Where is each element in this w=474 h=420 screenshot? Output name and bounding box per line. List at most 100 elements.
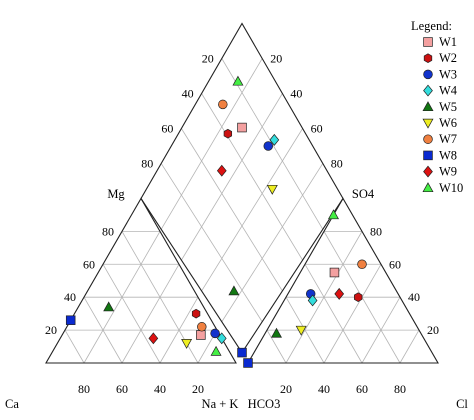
legend-label-w7: W7 [439,132,457,146]
cation-left-tick: 20 [45,323,57,337]
legend-title: Legend: [411,19,452,33]
point-w3-diamond [263,141,274,151]
grid-line [304,264,363,364]
cation-left-tick: 60 [83,257,95,271]
anion-right-tick: 80 [370,224,382,238]
grid-line [181,128,283,292]
cation-bottom-tick: 80 [78,382,90,396]
point-w10-diamond [232,75,244,86]
diamond-left-tick: 80 [141,156,153,170]
legend-label-w4: W4 [439,84,458,98]
legend: Legend: W1 W2 W3 W4 W5 W6 W7 W8 W9 W10 [411,19,463,195]
point-w8-anion [243,358,253,368]
legend-label-w10: W10 [439,181,463,195]
diamond-right-tick: 60 [311,121,323,135]
data-points [65,75,367,368]
grid-line [160,58,263,230]
legend-label-w9: W9 [439,165,457,179]
legend-marker-w4 [423,84,433,97]
grid-line [399,329,420,364]
frame-layer [45,22,439,364]
legend-marker-w5 [422,101,434,112]
point-w9-diamond [216,164,227,177]
cation-left-tick: 40 [64,290,76,304]
point-w8-cation [65,315,76,325]
legend-marker-w10 [422,182,434,193]
grid-line [285,296,325,364]
anion-triangle-frame [247,197,439,364]
point-w9-anion [334,287,345,300]
anion-right-tick: 20 [427,323,439,337]
point-w5-cation [103,301,115,312]
point-w7-diamond [218,99,228,110]
anion-right-tick: 60 [389,257,401,271]
point-w1-anion [329,267,340,278]
anion-bottom-tick: 20 [280,382,292,396]
grid-line [102,264,161,364]
point-w4-anion [307,294,318,307]
legend-marker-w1 [423,37,433,47]
legend-marker-w9 [423,165,433,178]
legend-marker-w2 [423,53,433,64]
legend-marker-w6 [422,118,434,129]
point-w10-cation [210,345,222,356]
legend-label-w1: W1 [439,35,457,49]
legend-marker-w8 [423,150,433,161]
diamond-right-tick: 80 [331,156,343,170]
grid-layer [64,58,420,364]
grid-line [266,329,287,364]
axis-label-cation-left: Ca [5,397,19,411]
axis-label-anion-top: SO4 [352,187,375,201]
cation-bottom-tick: 60 [116,382,128,396]
point-w8-diamond [237,347,247,358]
grid-line [64,329,85,364]
point-w10-anion [328,209,339,220]
cation-triangle-frame [45,197,237,364]
anion-bottom-tick: 60 [356,382,368,396]
cation-bottom-tick: 20 [192,382,204,396]
grid-line [121,264,180,364]
point-w6-cation [181,339,193,349]
point-w5-anion [271,327,282,338]
axis-label-anion-left: HCO3 [248,397,281,411]
point-w9-cation [148,332,159,345]
point-w4-diamond [269,133,280,146]
point-w1-cation [196,330,206,340]
grid-line [83,296,123,364]
diamond-right-tick: 40 [290,86,302,100]
legend-marker-w3 [423,69,433,80]
point-w5-diamond [228,285,240,296]
point-w6-diamond [266,184,278,195]
point-w1-diamond [237,122,247,133]
legend-marker-w7 [423,134,433,144]
grid-line [323,264,382,364]
point-w2-diamond [223,128,233,139]
anion-bottom-tick: 80 [394,382,406,396]
legend-label-w2: W2 [439,51,457,65]
diamond-frame [140,22,344,354]
cation-left-tick: 80 [102,224,114,238]
axis-label-cation-bottom: Na + K [202,397,239,411]
grid-line [221,163,324,322]
legend-label-w5: W5 [439,100,457,114]
grid-line [160,163,263,322]
point-w7-anion [357,259,367,270]
diamond-left-tick: 40 [182,86,194,100]
anion-right-tick: 40 [408,290,420,304]
diamond-left-tick: 20 [202,52,214,66]
point-w7-cation [197,322,207,332]
legend-entries: W1 W2 W3 W4 W5 W6 W7 W8 W9 W10 [422,35,463,195]
point-w3-cation [210,328,220,339]
grid-line [201,128,303,292]
diamond-right-tick: 20 [270,52,282,66]
cation-bottom-tick: 40 [154,382,166,396]
legend-label-w8: W8 [439,148,457,162]
axis-label-cation-top: Mg [107,187,125,201]
axis-label-anion-right: Cl [456,397,468,411]
point-w2-cation [191,308,201,319]
axis-labels: Mg Ca Na + K HCO3 SO4 Cl [5,187,468,411]
point-w4-cation [216,332,227,345]
grid-line [181,93,283,261]
legend-label-w6: W6 [439,116,457,130]
